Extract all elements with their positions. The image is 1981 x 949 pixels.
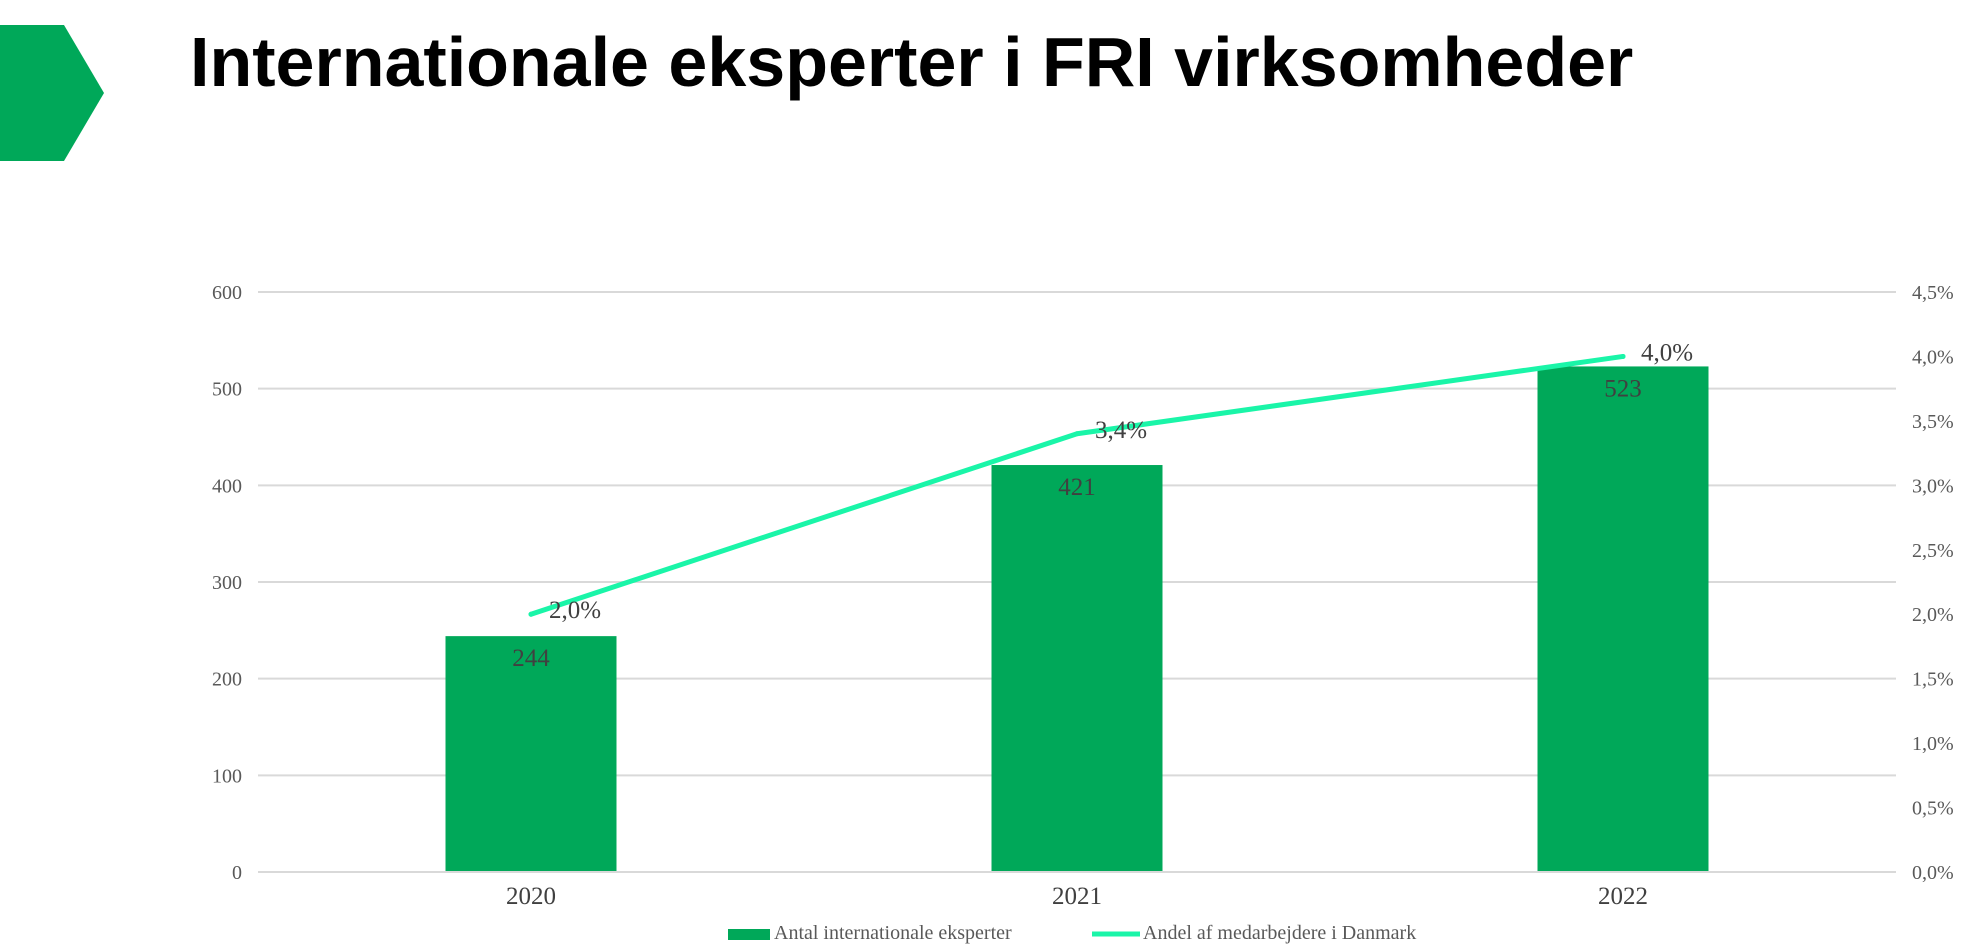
- bar-2021: [991, 465, 1163, 872]
- y-right-tick-label: 1,5%: [1912, 669, 1954, 691]
- x-tick-label: 2020: [506, 883, 556, 910]
- left-axis: 0 100 200 300 400 500 600: [212, 282, 242, 884]
- bar-value-label: 244: [512, 645, 550, 672]
- y-left-tick-label: 100: [212, 765, 242, 787]
- y-right-tick-label: 2,0%: [1912, 604, 1954, 626]
- y-right-tick-label: 4,0%: [1912, 346, 1954, 368]
- y-right-tick-label: 4,5%: [1912, 282, 1954, 304]
- y-left-tick-label: 0: [232, 862, 242, 884]
- y-right-tick-label: 0,0%: [1912, 862, 1954, 884]
- line-series: [528, 353, 1626, 617]
- bar-value-label: 421: [1058, 474, 1096, 501]
- line-value-label: 2,0%: [549, 597, 601, 624]
- x-tick-label: 2021: [1052, 883, 1102, 910]
- bar-value-label: 523: [1604, 375, 1642, 402]
- green-chevron-icon: [0, 25, 104, 161]
- line-point: [1620, 353, 1626, 359]
- line-value-label: 4,0%: [1641, 339, 1693, 366]
- bar-2022: [1537, 366, 1709, 872]
- data-labels: 244 421 523 2,0% 3,4% 4,0%: [512, 339, 1693, 672]
- bars: [445, 366, 1709, 872]
- y-right-tick-label: 3,5%: [1912, 411, 1954, 433]
- y-left-tick-label: 500: [212, 379, 242, 401]
- y-right-tick-label: 3,0%: [1912, 475, 1954, 497]
- line-value-label: 3,4%: [1095, 417, 1147, 444]
- page-title: Internationale eksperter i FRI virksomhe…: [190, 23, 1634, 101]
- y-left-tick-label: 600: [212, 282, 242, 304]
- y-right-tick-label: 0,5%: [1912, 798, 1954, 820]
- bar-2020: [445, 636, 617, 872]
- legend-swatch-bar: [728, 929, 770, 940]
- y-right-tick-label: 1,0%: [1912, 733, 1954, 755]
- x-tick-label: 2022: [1598, 883, 1648, 910]
- line-point: [528, 611, 534, 617]
- y-left-tick-label: 400: [212, 475, 242, 497]
- right-axis: 0,0% 0,5% 1,0% 1,5% 2,0% 2,5% 3,0% 3,5% 4,0% 4,5%: [1912, 282, 1954, 884]
- y-right-tick-label: 2,5%: [1912, 540, 1954, 562]
- y-left-tick-label: 200: [212, 669, 242, 691]
- x-axis: 2020 2021 2022: [258, 871, 1896, 910]
- line-point: [1074, 431, 1080, 437]
- legend-label-line: Andel af medarbejdere i Danmark: [1143, 922, 1416, 944]
- legend-label-bar: Antal internationale eksperter: [774, 922, 1012, 944]
- legend: Antal internationale eksperter Andel af m…: [728, 922, 1416, 944]
- y-left-tick-label: 300: [212, 572, 242, 594]
